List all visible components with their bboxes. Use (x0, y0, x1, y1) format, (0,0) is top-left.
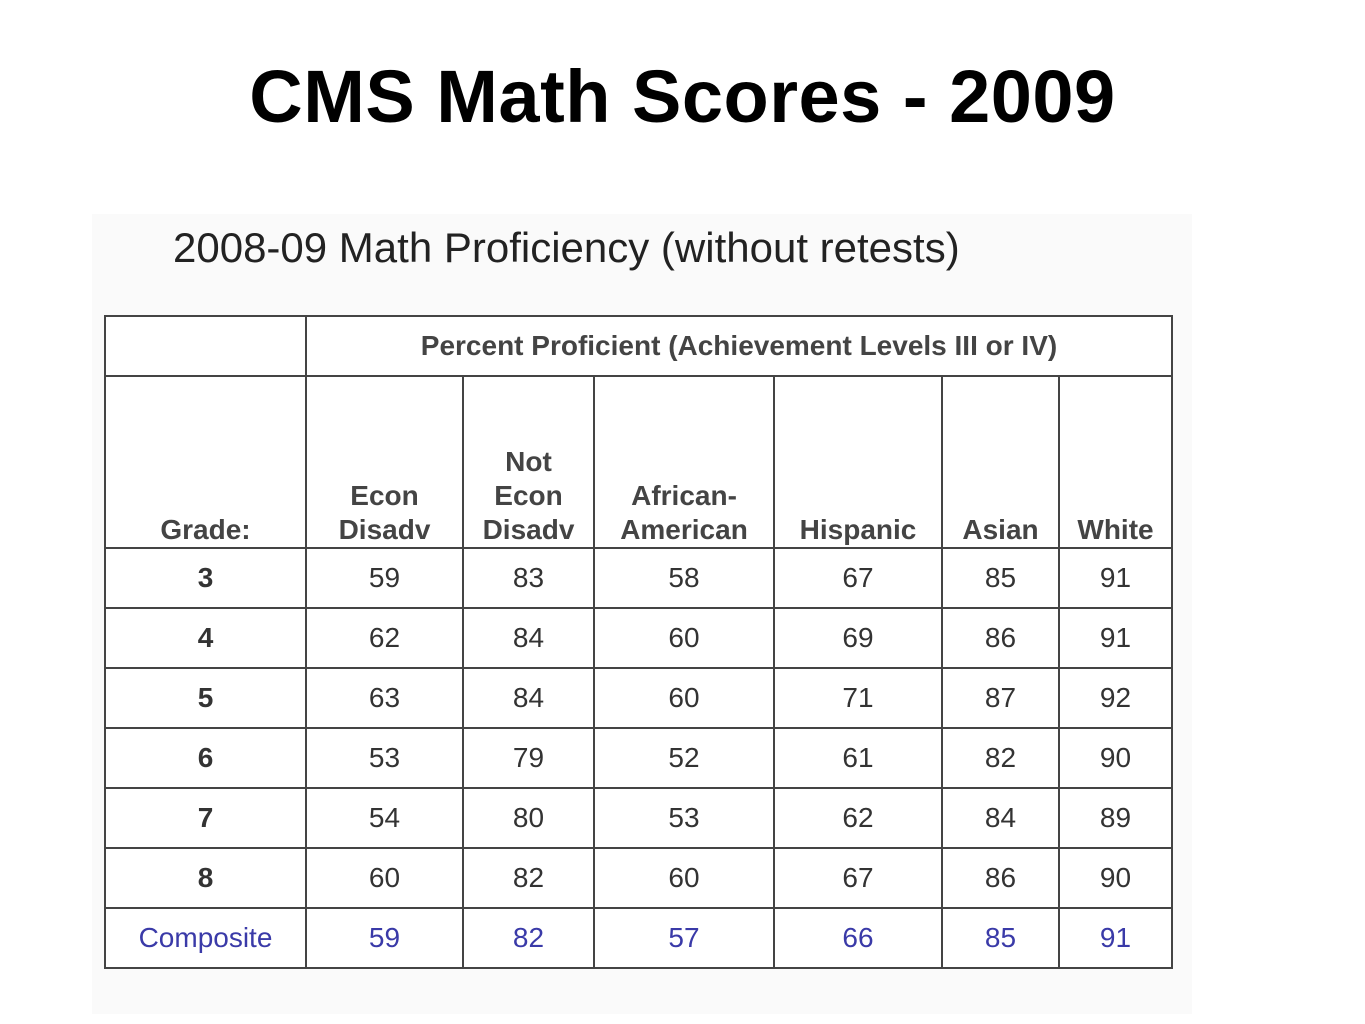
value-cell: 92 (1058, 667, 1173, 729)
value-cell: 60 (593, 607, 775, 669)
table-row: 3 59 83 58 67 85 91 (104, 547, 1173, 609)
value-cell: 84 (462, 607, 595, 669)
header-line: African- (631, 480, 737, 511)
grade-cell: 7 (104, 787, 307, 849)
value-cell: 91 (1058, 607, 1173, 669)
value-cell: 61 (773, 727, 943, 789)
table-title: 2008-09 Math Proficiency (without retest… (173, 224, 960, 271)
column-header-not-econ-disadv: Not Econ Disadv (462, 375, 595, 549)
grade-cell: 3 (104, 547, 307, 609)
value-cell: 80 (462, 787, 595, 849)
composite-value-cell: 57 (593, 907, 775, 969)
table-row: 6 53 79 52 61 82 90 (104, 727, 1173, 789)
value-cell: 54 (305, 787, 464, 849)
composite-value-cell: 59 (305, 907, 464, 969)
column-header-african-american: African- American (593, 375, 775, 549)
column-header-asian: Asian (941, 375, 1060, 549)
value-cell: 71 (773, 667, 943, 729)
slide-title: CMS Math Scores - 2009 (249, 55, 1116, 138)
value-cell: 62 (305, 607, 464, 669)
header-line: Disadv (482, 514, 575, 545)
composite-value-cell: 82 (462, 907, 595, 969)
value-cell: 86 (941, 847, 1060, 909)
value-cell: 53 (305, 727, 464, 789)
value-cell: 53 (593, 787, 775, 849)
header-line: Not (505, 446, 552, 477)
composite-label: Composite (104, 907, 307, 969)
value-cell: 60 (593, 847, 775, 909)
super-header-row: Percent Proficient (Achievement Levels I… (104, 315, 1173, 377)
value-cell: 90 (1058, 847, 1173, 909)
value-cell: 59 (305, 547, 464, 609)
composite-row: Composite 59 82 57 66 85 91 (104, 907, 1173, 969)
value-cell: 60 (305, 847, 464, 909)
table-row: 7 54 80 53 62 84 89 (104, 787, 1173, 849)
table-row: 8 60 82 60 67 86 90 (104, 847, 1173, 909)
value-cell: 60 (593, 667, 775, 729)
grade-cell: 4 (104, 607, 307, 669)
value-cell: 82 (462, 847, 595, 909)
value-cell: 90 (1058, 727, 1173, 789)
header-line: Asian (962, 514, 1039, 545)
value-cell: 69 (773, 607, 943, 669)
composite-value-cell: 91 (1058, 907, 1173, 969)
value-cell: 52 (593, 727, 775, 789)
table-row: 4 62 84 60 69 86 91 (104, 607, 1173, 669)
column-header-white: White (1058, 375, 1173, 549)
column-header-row: Grade: Econ Disadv Not Econ Disadv Afric… (104, 375, 1173, 549)
grade-cell: 6 (104, 727, 307, 789)
header-line: Hispanic (799, 514, 917, 545)
value-cell: 67 (773, 547, 943, 609)
column-header-econ-disadv: Econ Disadv (305, 375, 464, 549)
value-cell: 84 (941, 787, 1060, 849)
value-cell: 82 (941, 727, 1060, 789)
super-header: Percent Proficient (Achievement Levels I… (305, 315, 1173, 377)
value-cell: 79 (462, 727, 595, 789)
value-cell: 89 (1058, 787, 1173, 849)
value-cell: 85 (941, 547, 1060, 609)
value-cell: 58 (593, 547, 775, 609)
grade-cell: 8 (104, 847, 307, 909)
header-line: Econ (494, 480, 563, 511)
value-cell: 67 (773, 847, 943, 909)
value-cell: 62 (773, 787, 943, 849)
column-header-hispanic: Hispanic (773, 375, 943, 549)
header-line: American (620, 514, 748, 545)
header-line: Disadv (338, 514, 431, 545)
header-line: Econ (350, 480, 419, 511)
value-cell: 83 (462, 547, 595, 609)
corner-cell (104, 315, 307, 377)
value-cell: 63 (305, 667, 464, 729)
proficiency-table: Percent Proficient (Achievement Levels I… (104, 315, 1173, 969)
value-cell: 84 (462, 667, 595, 729)
value-cell: 91 (1058, 547, 1173, 609)
value-cell: 87 (941, 667, 1060, 729)
table-row: 5 63 84 60 71 87 92 (104, 667, 1173, 729)
grade-header: Grade: (104, 375, 307, 549)
grade-cell: 5 (104, 667, 307, 729)
header-line: White (1077, 514, 1154, 545)
composite-value-cell: 66 (773, 907, 943, 969)
value-cell: 86 (941, 607, 1060, 669)
composite-value-cell: 85 (941, 907, 1060, 969)
